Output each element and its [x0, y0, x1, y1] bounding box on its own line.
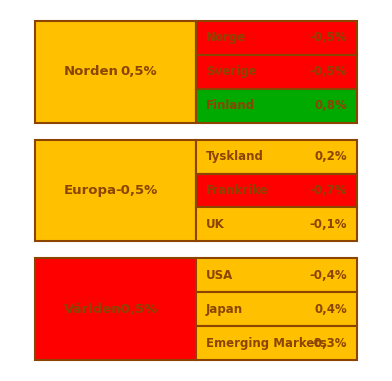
Text: UK: UK — [206, 218, 225, 231]
Bar — [35, 140, 196, 241]
Text: -0,4%: -0,4% — [309, 269, 347, 282]
Bar — [196, 55, 357, 89]
Bar — [35, 258, 196, 360]
Text: -0,5%: -0,5% — [115, 303, 158, 316]
Bar — [196, 292, 357, 326]
Text: Finland: Finland — [206, 99, 255, 112]
Text: Emerging Markets: Emerging Markets — [206, 336, 327, 350]
Text: USA: USA — [206, 269, 233, 282]
Text: Världen: Världen — [64, 303, 122, 316]
Text: -0,5%: -0,5% — [309, 31, 347, 45]
Text: -0,7%: -0,7% — [309, 184, 347, 197]
Text: -0,1%: -0,1% — [309, 218, 347, 231]
Text: Norge: Norge — [206, 31, 246, 45]
Text: 0,2%: 0,2% — [314, 150, 347, 163]
Bar — [196, 140, 357, 174]
Bar — [196, 174, 357, 207]
Text: Europa: Europa — [64, 184, 117, 197]
Text: 0,4%: 0,4% — [314, 303, 347, 316]
Bar — [35, 21, 196, 123]
Text: -0,3%: -0,3% — [309, 336, 347, 350]
Bar — [196, 207, 357, 241]
Bar — [196, 258, 357, 292]
Text: -0,5%: -0,5% — [115, 184, 158, 197]
Bar — [196, 326, 357, 360]
Bar — [196, 89, 357, 123]
Text: Frankrike: Frankrike — [206, 184, 268, 197]
Text: Sverige: Sverige — [206, 65, 256, 78]
Text: 0,5%: 0,5% — [121, 65, 158, 78]
Bar — [196, 21, 357, 55]
Text: -0,5%: -0,5% — [309, 65, 347, 78]
Text: Tyskland: Tyskland — [206, 150, 264, 163]
Text: 0,8%: 0,8% — [314, 99, 347, 112]
Text: Japan: Japan — [206, 303, 243, 316]
Text: Norden: Norden — [64, 65, 119, 78]
